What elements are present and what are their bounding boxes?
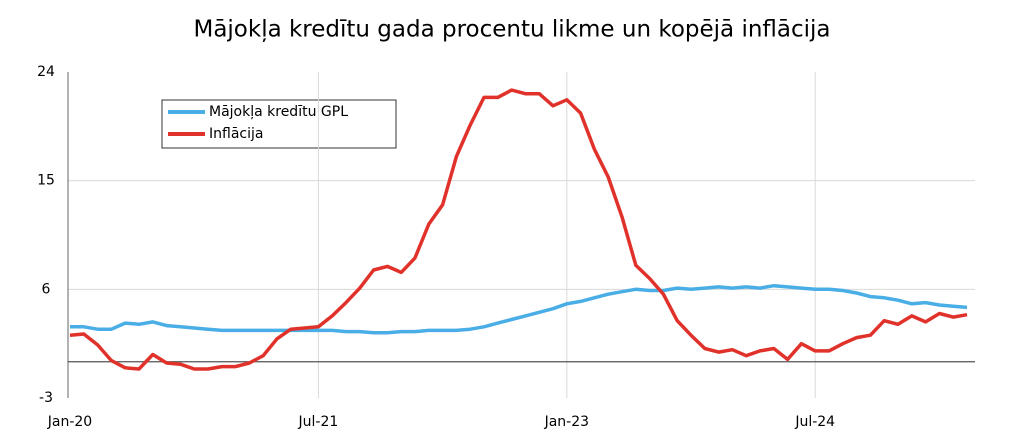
legend-label: Mājokļa kredītu GPL (209, 104, 348, 120)
y-tick-label: 15 (37, 173, 55, 189)
legend-box (161, 99, 397, 149)
chart-title: Mājokļa kredītu gada procentu likme un k… (193, 17, 830, 43)
y-tick-label: -3 (39, 390, 53, 406)
y-tick-label: 24 (37, 64, 55, 80)
x-tick-label: Jan-20 (47, 414, 92, 430)
x-tick-label: Jul-21 (298, 414, 339, 430)
x-tick-label: Jan-23 (544, 414, 589, 430)
series-line (70, 283, 968, 335)
legend-label: Inflācija (209, 126, 263, 142)
x-tick-label: Jul-24 (794, 414, 835, 430)
series-line (69, 88, 968, 371)
y-tick-label: 6 (42, 281, 51, 297)
